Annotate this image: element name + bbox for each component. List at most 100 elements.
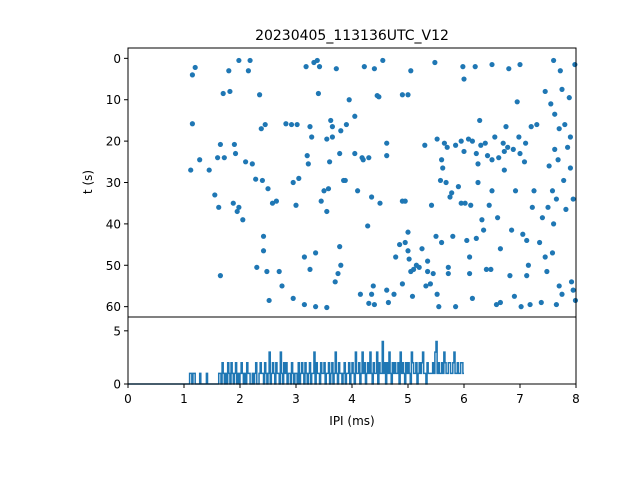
scatter-point (546, 163, 552, 169)
scatter-point (545, 204, 551, 210)
scatter-point (294, 121, 300, 128)
scatter-point (321, 188, 327, 194)
scatter-point (316, 64, 323, 70)
scatter-point (572, 297, 579, 304)
scatter-point (384, 287, 390, 293)
scatter-point (243, 159, 249, 165)
scatter-point (465, 136, 472, 142)
scatter-point (436, 304, 442, 310)
scatter-point (488, 266, 494, 273)
scatter-point (524, 237, 530, 244)
scatter-point (517, 150, 523, 157)
scatter-point (337, 150, 343, 157)
scatter-point (479, 217, 485, 223)
scatter-point (266, 297, 272, 304)
scatter-point (304, 153, 310, 159)
scatter-point (399, 92, 405, 98)
scatter-point (324, 304, 330, 311)
scatter-point (450, 233, 456, 239)
scatter-point (527, 301, 533, 308)
scatter-point (425, 268, 431, 275)
scatter-point (303, 64, 309, 70)
scatter-point (397, 241, 403, 248)
scatter-point (483, 266, 489, 273)
scatter-point (542, 254, 548, 260)
scatter-point (422, 142, 428, 148)
scatter-point (227, 88, 233, 95)
scatter-point (315, 90, 321, 97)
scatter-point (264, 268, 270, 275)
scatter-point (293, 202, 299, 208)
scatter-point (433, 233, 439, 239)
scatter-point (240, 217, 246, 223)
scatter-point (262, 121, 268, 128)
scatter-point (215, 155, 221, 161)
scatter-y-label: t (s) (81, 170, 95, 194)
scatter-point (461, 148, 467, 155)
scatter-point (380, 57, 386, 64)
scatter-point (500, 140, 506, 146)
scatter-point (556, 126, 562, 132)
scatter-point (552, 146, 558, 152)
scatter-point (523, 140, 529, 146)
scatter-point (430, 270, 436, 277)
scatter-point (352, 150, 358, 157)
scatter-point (462, 200, 468, 206)
scatter-point (434, 136, 440, 142)
scatter-point (216, 204, 222, 210)
scatter-point (557, 68, 563, 74)
scatter-point (318, 198, 324, 204)
scatter-point (521, 159, 528, 165)
scatter-point (405, 92, 411, 98)
scatter-point (260, 233, 267, 239)
scatter-point (220, 90, 226, 97)
scatter-point (327, 159, 333, 165)
scatter-y-tick-label: 50 (106, 259, 121, 273)
scatter-point (477, 117, 483, 124)
scatter-point (221, 155, 227, 161)
scatter-point (259, 177, 265, 184)
scatter-point (563, 206, 569, 212)
scatter-point (307, 124, 313, 130)
scatter-point (325, 186, 332, 192)
scatter-point (529, 204, 535, 210)
scatter-point (572, 61, 578, 68)
scatter-point (443, 179, 449, 186)
histogram-x-tick-label: 8 (572, 392, 580, 406)
histogram-y-ticks: 05 (113, 324, 128, 392)
histogram-x-tick-label: 3 (292, 392, 300, 406)
scatter-point (188, 167, 194, 173)
scatter-y-tick-label: 30 (106, 176, 121, 190)
scatter-y-tick-label: 40 (106, 217, 121, 231)
scatter-point (371, 66, 377, 72)
scatter-point (337, 244, 343, 250)
scatter-point (553, 301, 560, 308)
scatter-point (489, 188, 495, 194)
scatter-point (531, 188, 537, 194)
scatter-point (565, 144, 571, 150)
scatter-point (559, 86, 565, 92)
scatter-point (377, 200, 383, 206)
scatter-point (486, 202, 492, 208)
scatter-point (376, 94, 382, 100)
scatter-point (369, 194, 375, 200)
scatter-point (464, 237, 470, 244)
scatter-point (254, 264, 260, 270)
scatter-point (544, 268, 550, 275)
histogram-x-tick-label: 7 (516, 392, 524, 406)
scatter-point (279, 283, 285, 289)
scatter-point (416, 264, 422, 270)
scatter-point (399, 281, 405, 287)
scatter-point (226, 68, 232, 74)
scatter-point (258, 126, 264, 132)
scatter-point (366, 155, 372, 161)
scatter-point (370, 283, 376, 289)
scatter-point (444, 144, 450, 150)
scatter-point (273, 198, 279, 204)
scatter-point (290, 295, 296, 301)
scatter-point (556, 283, 562, 289)
scatter-y-tick-label: 0 (113, 52, 121, 66)
scatter-point (482, 140, 488, 146)
scatter-point (467, 270, 473, 277)
